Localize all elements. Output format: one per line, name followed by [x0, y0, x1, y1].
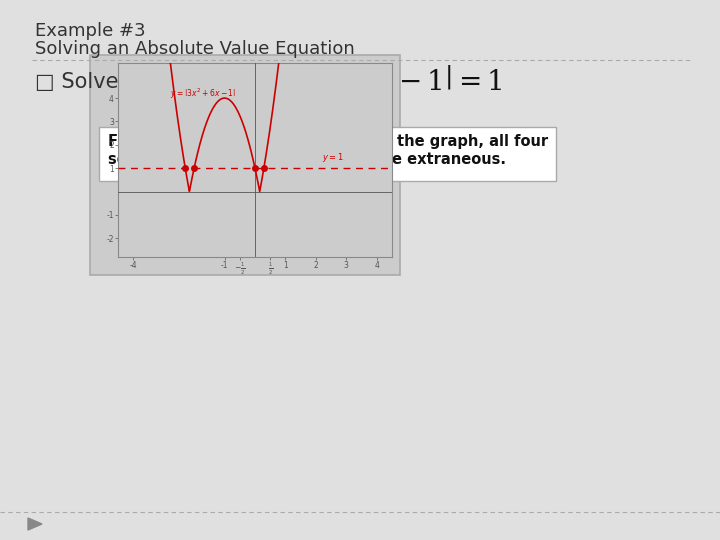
- Text: □ Solve.: □ Solve.: [35, 72, 125, 92]
- Text: solutions can be seen and none are extraneous.: solutions can be seen and none are extra…: [108, 152, 506, 167]
- FancyBboxPatch shape: [99, 127, 556, 181]
- Polygon shape: [28, 518, 42, 530]
- Text: From the intersection method and the graph, all four: From the intersection method and the gra…: [108, 134, 548, 149]
- FancyBboxPatch shape: [90, 55, 400, 275]
- Text: $y=1$: $y=1$: [322, 151, 344, 164]
- Text: Solving an Absolute Value Equation: Solving an Absolute Value Equation: [35, 40, 355, 58]
- Text: $y=\left|3x^2+6x-1\right|$: $y=\left|3x^2+6x-1\right|$: [170, 86, 236, 100]
- Text: Example #3: Example #3: [35, 22, 145, 40]
- Text: $\left|3x^2+6x-1\right|=1$: $\left|3x^2+6x-1\right|=1$: [270, 68, 503, 97]
